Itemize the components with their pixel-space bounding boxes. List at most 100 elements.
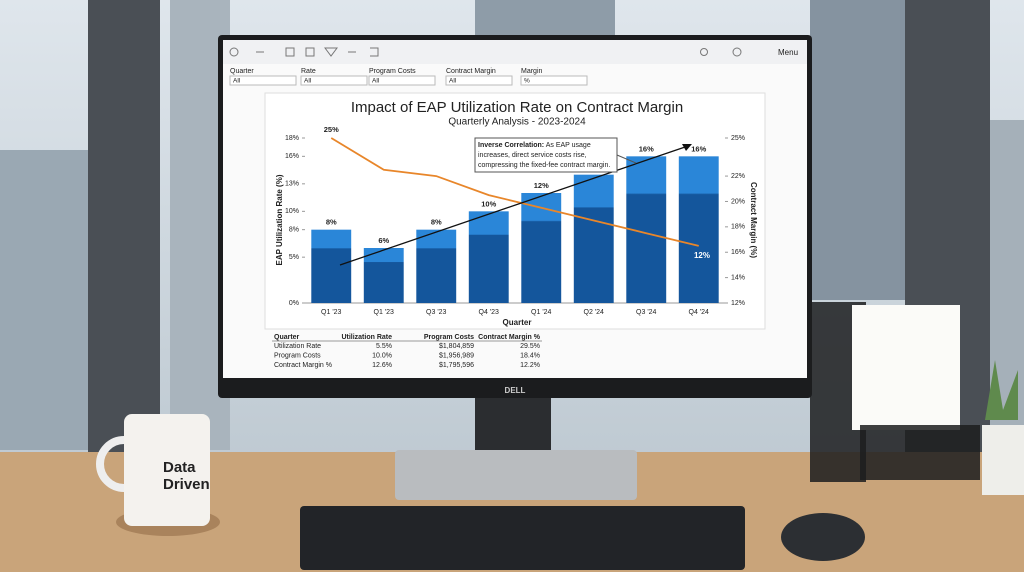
- y-tick-label: 16%: [285, 153, 299, 160]
- table-cell: Contract Margin %: [274, 362, 332, 369]
- data-label: 8%: [431, 218, 442, 227]
- table-cell: 12.2%: [520, 362, 540, 369]
- window-frame: [88, 0, 160, 460]
- data-label: 12%: [534, 181, 549, 190]
- y-axis-label: EAP Utilization Rate (%): [275, 174, 284, 265]
- end-label: 12%: [694, 251, 710, 260]
- y2-tick-label: 14%: [731, 274, 745, 281]
- bar: [311, 229, 352, 303]
- chart-subtitle: Quarterly Analysis - 2023-2024: [448, 117, 586, 128]
- table-cell: Utilization Rate: [274, 343, 321, 350]
- filter-dropdown[interactable]: [300, 75, 368, 86]
- data-label: 25%: [324, 125, 339, 134]
- y2-tick-label: 22%: [731, 173, 745, 180]
- x-tick-label: Q1 '23: [374, 309, 395, 316]
- arrow-head: [682, 144, 692, 151]
- y-tick-label: 0%: [289, 300, 299, 307]
- annotation-box: [474, 137, 618, 173]
- x-tick-label: Q1 '24: [531, 309, 552, 316]
- bar: [468, 211, 509, 303]
- filters: Quarter All Rate All Program Costs All Contrac…: [229, 68, 588, 86]
- x-tick-label: Q4 '24: [689, 309, 710, 316]
- y2-axis-label: Contract Margin (%): [749, 182, 758, 258]
- x-tick-label: Q3 '24: [636, 309, 657, 316]
- x-tick-label: Q4 '23: [479, 309, 500, 316]
- data-label: 16%: [691, 144, 706, 153]
- mouse: [781, 513, 865, 561]
- table-header: Utilization Rate: [341, 334, 392, 341]
- filter-dropdown[interactable]: [368, 75, 436, 86]
- mug-text: Data: [163, 459, 196, 476]
- notepad: [852, 305, 960, 430]
- y-tick-label: 13%: [285, 181, 299, 188]
- bar: [678, 156, 719, 303]
- filter-label: Margin: [521, 68, 543, 75]
- bar: [416, 229, 457, 303]
- bar: [521, 193, 562, 303]
- annotation-pointer: [616, 154, 637, 164]
- data-label: 16%: [639, 144, 654, 153]
- y-tick-label: 18%: [285, 135, 299, 142]
- bar: [573, 174, 614, 303]
- chart: 0% 5% 8% 10% 13% 16% 18% 12% 14% 16% 18% 20% 22% 25% Q…: [285, 125, 745, 316]
- y-tick-label: 10%: [285, 208, 299, 215]
- monitor-brand: DELL: [505, 386, 526, 395]
- table-header: Quarter: [274, 334, 300, 341]
- filter-value: All: [372, 78, 380, 85]
- filter-dropdown[interactable]: [229, 75, 297, 86]
- annotation-line: compressing the fixed-fee contract margi…: [478, 162, 610, 169]
- trend-arrow: [339, 145, 689, 266]
- toolbar-icons: [229, 47, 742, 57]
- y2-tick-label: 18%: [731, 224, 745, 231]
- data-table: Quarter Utilization Rate Program Costs Cont…: [272, 334, 542, 369]
- plant: [985, 360, 1018, 420]
- data-label: 10%: [481, 199, 496, 208]
- x-tick-label: Q1 '23: [321, 309, 342, 316]
- filter-label: Quarter: [230, 68, 254, 75]
- y2-tick-label: 16%: [731, 249, 745, 256]
- mug: [124, 414, 210, 526]
- keyboard: [300, 506, 745, 570]
- table-header: Program Costs: [424, 334, 474, 341]
- annotation-text: Inverse Correlation: As EAP usage: [478, 142, 591, 149]
- filter-label: Rate: [301, 68, 316, 75]
- table-cell: Program Costs: [274, 352, 321, 359]
- filter-value: All: [233, 78, 241, 85]
- y-tick-label: 5%: [289, 254, 299, 261]
- filter-label: Contract Margin: [446, 68, 496, 75]
- annotation-bold: Inverse Correlation:: [478, 142, 544, 149]
- y2-tick-label: 25%: [731, 135, 745, 142]
- filter-dropdown[interactable]: [520, 75, 588, 86]
- annotation-line: increases, direct service costs rise,: [478, 152, 587, 159]
- table-cell: $1,804,859: [439, 343, 474, 350]
- x-axis-label: Quarter: [503, 318, 532, 327]
- filter-value: %: [524, 78, 530, 85]
- table-header: Contract Margin %: [478, 334, 541, 341]
- table-cell: 5.5%: [376, 343, 392, 350]
- filter-dropdown[interactable]: [445, 75, 513, 86]
- y2-tick-label: 12%: [731, 300, 745, 307]
- y2-tick-label: 20%: [731, 198, 745, 205]
- chart-title: Impact of EAP Utilization Rate on Contra…: [351, 99, 683, 116]
- annotation-line: As EAP usage: [546, 142, 591, 149]
- table-cell: $1,956,989: [439, 352, 474, 359]
- data-label: 6%: [378, 236, 389, 245]
- menu-button[interactable]: Menu: [778, 48, 798, 57]
- table-cell: 29.5%: [520, 343, 540, 350]
- data-label: 8%: [326, 218, 337, 227]
- plant-pot: [982, 425, 1024, 495]
- filter-label: Program Costs: [369, 68, 416, 75]
- monitor-base: [395, 450, 637, 500]
- mug-handle: [96, 436, 125, 492]
- margin-line: [330, 137, 699, 247]
- bar: [363, 248, 404, 303]
- filter-value: All: [449, 78, 457, 85]
- x-tick-label: Q2 '24: [584, 309, 605, 316]
- mug-text: Driven: [163, 476, 210, 493]
- x-tick-label: Q3 '23: [426, 309, 447, 316]
- table-cell: 18.4%: [520, 352, 540, 359]
- desk-organizer: [860, 425, 980, 480]
- toolbar[interactable]: [223, 40, 807, 64]
